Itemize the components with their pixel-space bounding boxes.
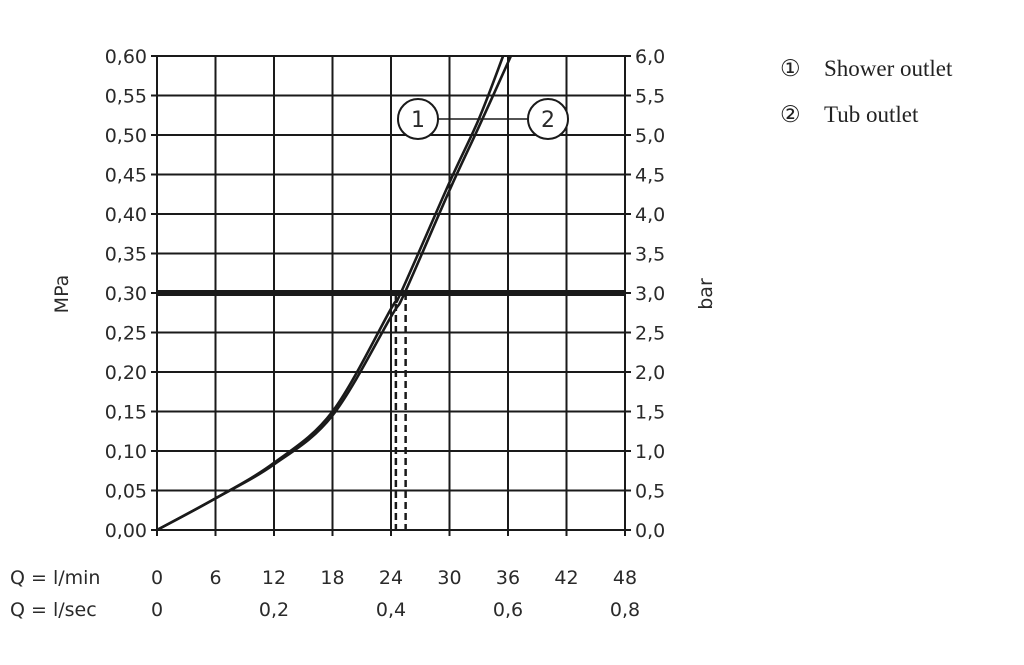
y-tick-label-left: 0,55 bbox=[105, 86, 147, 108]
y-tick-label-left: 0,60 bbox=[105, 46, 147, 68]
y-tick-label-right: 6,0 bbox=[635, 46, 665, 68]
callout-circle-2 bbox=[527, 98, 569, 140]
y-tick-label-left: 0,25 bbox=[105, 323, 147, 345]
y-tick-label-right: 5,0 bbox=[635, 125, 665, 147]
y-tick-label-left: 0,05 bbox=[105, 481, 147, 503]
y-tick-label-right: 0,0 bbox=[635, 520, 665, 542]
y-tick-label-left: 0,20 bbox=[105, 362, 147, 384]
y-tick-label-left: 0,15 bbox=[105, 402, 147, 424]
y-tick-label-right: 2,0 bbox=[635, 362, 665, 384]
y-axis-label-left: MPa bbox=[51, 275, 73, 314]
x-tick-label-lsec: 0,8 bbox=[610, 599, 640, 621]
y-tick-label-right: 3,0 bbox=[635, 283, 665, 305]
y-tick-label-left: 0,35 bbox=[105, 244, 147, 266]
x-tick-label-lsec: 0,6 bbox=[493, 599, 523, 621]
legend-label-tub-outlet: Tub outlet bbox=[824, 102, 919, 127]
callout-label-1: 1 bbox=[411, 108, 425, 133]
y-tick-label-right: 4,0 bbox=[635, 204, 665, 226]
y-tick-label-right: 0,5 bbox=[635, 481, 665, 503]
y-tick-label-right: 5,5 bbox=[635, 86, 665, 108]
y-axis-label-right: bar bbox=[695, 278, 717, 310]
x-tick-label-lmin: 42 bbox=[554, 567, 578, 589]
y-tick-label-right: 3,5 bbox=[635, 244, 665, 266]
x-tick-label-lsec: 0,2 bbox=[259, 599, 289, 621]
y-tick-label-left: 0,10 bbox=[105, 441, 147, 463]
y-tick-label-right: 2,5 bbox=[635, 323, 665, 345]
y-tick-label-left: 0,40 bbox=[105, 204, 147, 226]
x-tick-label-lmin: 24 bbox=[379, 567, 403, 589]
x-tick-label-lmin: 48 bbox=[613, 567, 637, 589]
legend-label-shower-outlet: Shower outlet bbox=[824, 56, 953, 81]
x-tick-label-lmin: 0 bbox=[151, 567, 163, 589]
x-tick-label-lmin: 36 bbox=[496, 567, 520, 589]
x-tick-label-lmin: 30 bbox=[437, 567, 461, 589]
callout-label-2: 2 bbox=[541, 108, 555, 133]
y-tick-label-right: 4,5 bbox=[635, 165, 665, 187]
series-line-2 bbox=[156, 55, 513, 532]
y-tick-label-right: 1,5 bbox=[635, 402, 665, 424]
y-tick-label-left: 0,45 bbox=[105, 165, 147, 187]
x-tick-label-lsec: 0,4 bbox=[376, 599, 406, 621]
x-tick-label-lsec: 0 bbox=[151, 599, 163, 621]
y-tick-label-right: 1,0 bbox=[635, 441, 665, 463]
x-tick-label-lmin: 18 bbox=[320, 567, 344, 589]
x-row-label-lmin: Q = l/min bbox=[10, 567, 100, 589]
y-tick-label-left: 0,50 bbox=[105, 125, 147, 147]
legend-symbol-2: ② bbox=[780, 102, 801, 127]
legend-symbol-1: ① bbox=[780, 56, 801, 81]
x-tick-label-lmin: 6 bbox=[209, 567, 221, 589]
y-tick-label-left: 0,30 bbox=[105, 283, 147, 305]
legend: ① Shower outlet ② Tub outlet bbox=[780, 56, 953, 127]
x-row-label-lsec: Q = l/sec bbox=[10, 599, 97, 621]
callout-circle-1 bbox=[397, 98, 439, 140]
y-tick-label-left: 0,00 bbox=[105, 520, 147, 542]
labels: 0 6 12 18 24 30 36 42 480 0,2 0,4 0,6 0,80,00 0,00,05… bbox=[105, 46, 666, 621]
x-tick-label-lmin: 12 bbox=[262, 567, 286, 589]
